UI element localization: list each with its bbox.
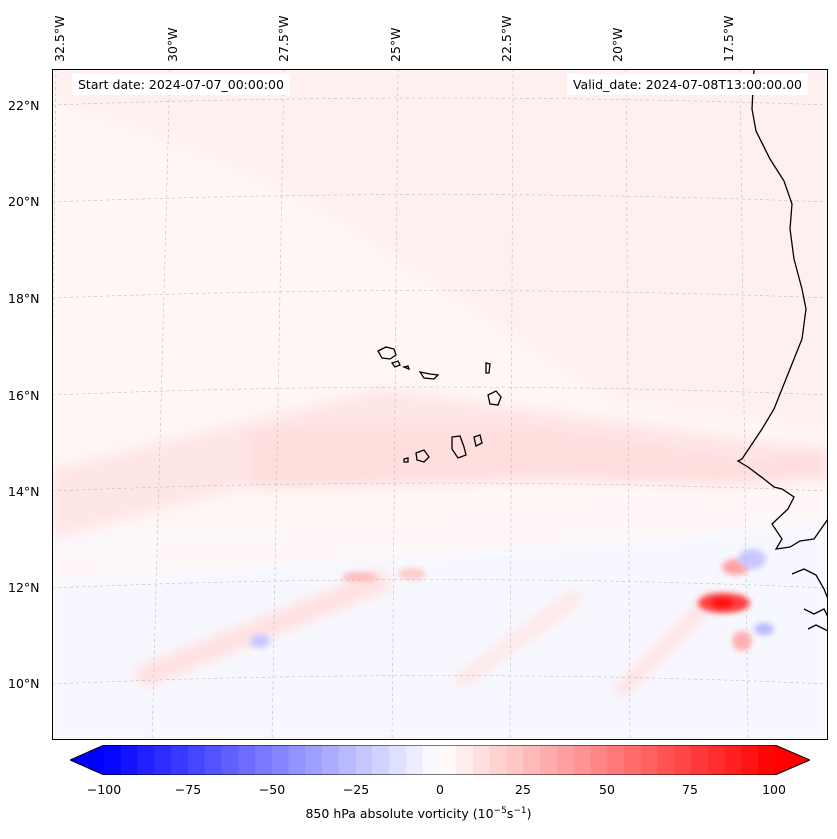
- colorbar-tick: 100: [762, 782, 786, 797]
- colorbar-bin: [540, 745, 558, 775]
- island-sal: [485, 362, 491, 374]
- start-date-label: Start date: 2024-07-07_00:00:00: [72, 74, 290, 95]
- lat-label: 10°N: [8, 676, 40, 691]
- colorbar-bin: [305, 745, 323, 775]
- colorbar-bin: [254, 745, 273, 775]
- colorbar-bin: [590, 745, 608, 775]
- colorbar-bin: [405, 745, 424, 775]
- colorbar-bin: [120, 745, 139, 775]
- colorbar-bin: [758, 745, 776, 775]
- colorbar-bin: [104, 745, 122, 775]
- colorbar-bin: [741, 745, 759, 775]
- valid-date-label: Valid_date: 2024-07-08T13:00:00.00: [566, 74, 808, 95]
- colorbar-tick: 75: [682, 782, 698, 797]
- colorbar-bin: [171, 745, 189, 775]
- lon-label: 25°W: [388, 27, 403, 62]
- island-fogo: [415, 449, 430, 463]
- colorbar-bin: [556, 745, 575, 775]
- vorticity-map: [52, 69, 828, 740]
- coastlines: [377, 69, 828, 632]
- colorbar-bin: [238, 745, 256, 775]
- colorbar-bin: [489, 745, 508, 775]
- colorbar-tick: −25: [342, 782, 370, 797]
- island-maio: [473, 434, 483, 447]
- lat-label: 16°N: [8, 388, 40, 403]
- island-brava: [403, 457, 409, 463]
- island-sao-nicolau: [418, 371, 440, 380]
- colorbar-bin: [624, 745, 642, 775]
- colorbar-bin: [523, 745, 541, 775]
- island-santiago: [451, 435, 467, 459]
- colorbar-bin: [338, 745, 357, 775]
- colorbar-bin: [573, 745, 592, 775]
- colorbar-bin: [657, 745, 675, 775]
- lon-label: 22.5°W: [499, 15, 514, 62]
- lon-label: 17.5°W: [721, 15, 736, 62]
- lon-label: 32.5°W: [52, 15, 67, 62]
- colorbar-bin: [204, 745, 223, 775]
- colorbar-bin: [707, 745, 726, 775]
- lat-label: 12°N: [8, 580, 40, 595]
- west-africa-coastline: [736, 69, 828, 550]
- map-canvas: [52, 69, 828, 740]
- gridlines: [52, 69, 828, 740]
- lat-label: 18°N: [8, 291, 40, 306]
- vorticity-field: [52, 69, 828, 740]
- colorbar-bin: [607, 745, 625, 775]
- island-boa-vista: [487, 390, 502, 406]
- lon-label: 27.5°W: [276, 15, 291, 62]
- colorbar-bin: [640, 745, 659, 775]
- island-santo-antao: [377, 346, 397, 360]
- colorbar-tick: −50: [258, 782, 286, 797]
- colorbar-bin: [271, 745, 290, 775]
- lon-label: 20°W: [610, 27, 625, 62]
- colorbar-bin: [389, 745, 407, 775]
- guinea-coast: [803, 608, 828, 632]
- lat-label: 22°N: [8, 98, 40, 113]
- lat-label: 14°N: [8, 484, 40, 499]
- colorbar-bin: [456, 745, 474, 775]
- colorbar-bin: [422, 745, 441, 775]
- colorbar-bin: [137, 745, 155, 775]
- colorbar-extend-max: [775, 745, 810, 775]
- colorbar-tick: 50: [599, 782, 615, 797]
- colorbar: [70, 745, 810, 775]
- colorbar-bin: [506, 745, 524, 775]
- colorbar-bin: [691, 745, 709, 775]
- colorbar-label: 850 hPa absolute vorticity (10−5s−1): [305, 806, 532, 822]
- colorbar-bin: [724, 745, 743, 775]
- colorbar-tick: −75: [174, 782, 202, 797]
- guinea-bissau-coast: [791, 568, 828, 600]
- lat-label: 20°N: [8, 194, 40, 209]
- island-sao-vicente: [390, 360, 401, 368]
- colorbar-bins: [70, 745, 810, 775]
- colorbar-bin: [355, 745, 374, 775]
- colorbar-bin: [473, 745, 491, 775]
- colorbar-bin: [322, 745, 340, 775]
- colorbar-bin: [674, 745, 692, 775]
- colorbar-bin: [372, 745, 390, 775]
- colorbar-tick: 25: [515, 782, 531, 797]
- colorbar-bin: [439, 745, 457, 775]
- colorbar-tick: 0: [436, 782, 444, 797]
- colorbar-bin: [221, 745, 239, 775]
- colorbar-bin: [154, 745, 172, 775]
- colorbar-bin: [288, 745, 306, 775]
- lon-label: 30°W: [165, 27, 180, 62]
- colorbar-extend-min: [70, 745, 104, 775]
- colorbar-tick: −100: [86, 782, 122, 797]
- island-santa-luzia: [401, 365, 411, 371]
- colorbar-bin: [187, 745, 206, 775]
